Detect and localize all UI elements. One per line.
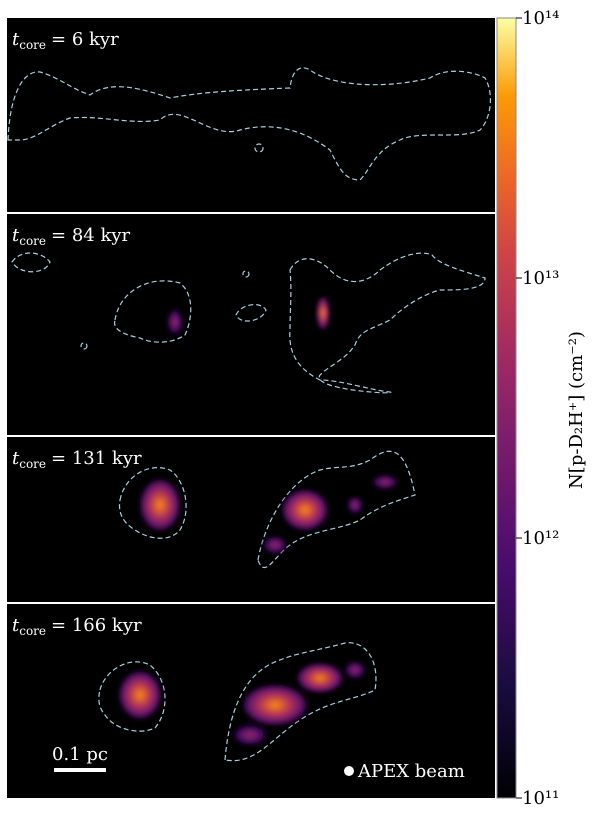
tick-label: 10¹² [522,528,559,549]
contour [257,450,416,568]
contour [114,280,192,343]
label-text: = 166 kyr [51,615,142,636]
panel [7,437,495,602]
label-subscript: core [19,457,46,471]
label-text: = 6 kyr [51,29,119,50]
label-subscript: core [19,234,46,248]
beam [344,766,354,776]
colorbar: N[p-D₂H⁺] (cm⁻²) 10¹¹ 10¹² 10¹³ 10¹⁴ [496,8,587,809]
contour [235,303,267,322]
tick-label: 10¹¹ [522,788,559,809]
label-symbol: t [12,448,20,469]
contour [80,342,88,350]
scalebar-label: 0.1 pc [52,744,108,765]
colorbar-label: N[p-D₂H⁺] (cm⁻²) [566,331,587,489]
contour [224,642,377,762]
tick-label: 10¹⁴ [522,8,559,29]
colorbar-bar [496,17,517,799]
contour [289,252,486,394]
contour [7,67,492,181]
panel-label: tcore = 166 kyr [12,615,142,638]
contour [254,143,264,153]
label-symbol: t [12,225,20,246]
panel [7,18,495,212]
label-symbol: t [12,29,20,50]
panel [7,214,495,435]
beam-label: APEX beam [357,761,465,782]
label-subscript: core [19,624,46,638]
panel-label: tcore = 6 kyr [12,29,119,52]
label-text: = 84 kyr [51,225,131,246]
contour [242,270,250,278]
panel-label: tcore = 131 kyr [12,448,142,471]
label-symbol: t [12,615,20,636]
panel-label: tcore = 84 kyr [12,225,131,248]
emission [117,295,400,747]
contour [11,252,51,273]
label-subscript: core [19,38,46,52]
label-text: = 131 kyr [51,448,142,469]
contour [118,467,187,539]
tick-label: 10¹³ [522,268,559,289]
panels [7,18,495,798]
contour [98,661,166,732]
